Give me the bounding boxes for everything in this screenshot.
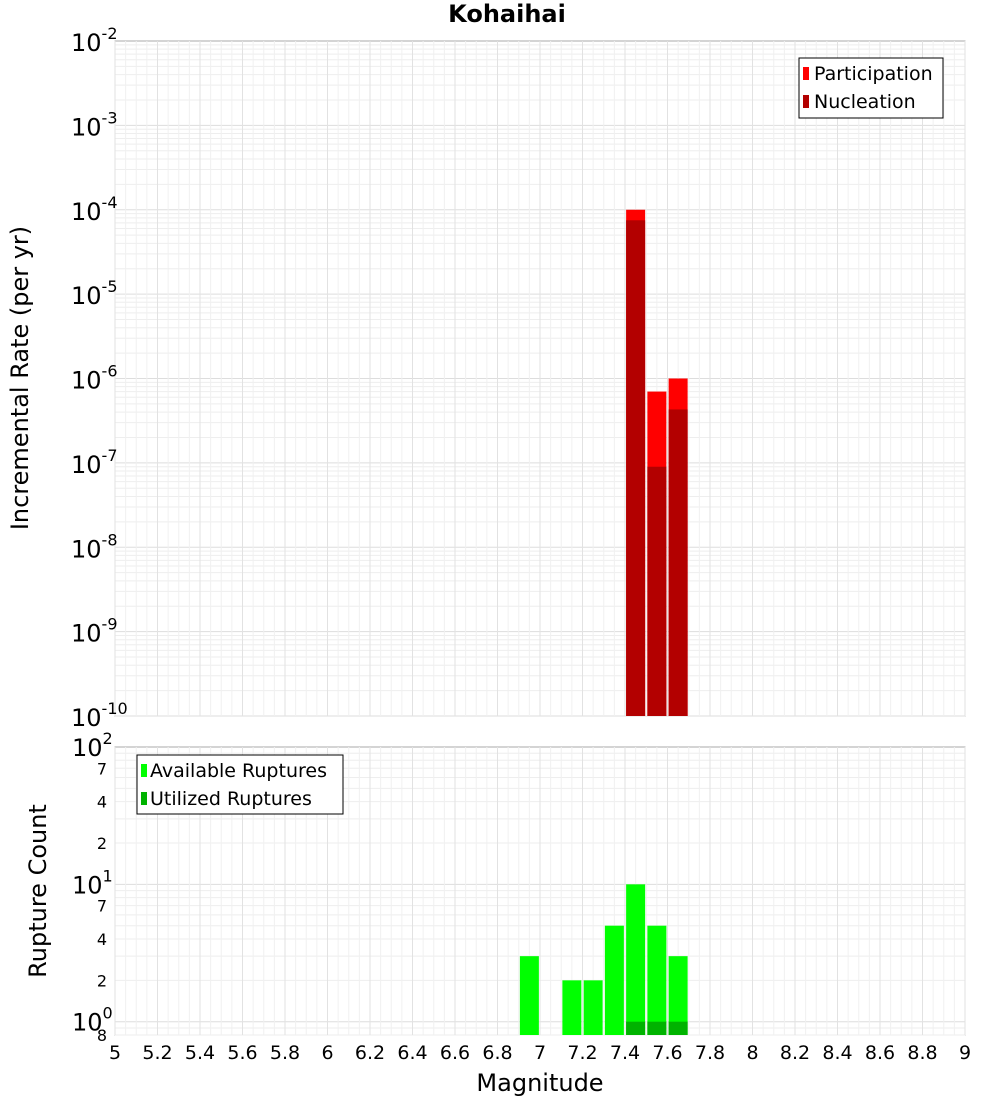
x-tick-label: 7.6 — [652, 1042, 682, 1064]
available-ruptures-bar — [668, 956, 688, 1035]
participation-legend-swatch — [803, 67, 809, 80]
x-tick-label: 8.6 — [865, 1042, 895, 1064]
rate-y-tick-label: 10-5 — [71, 277, 118, 310]
x-tick-label: 6.6 — [440, 1042, 470, 1064]
count-y-minor-tick-label: 4 — [97, 930, 107, 949]
x-tick-label: 7 — [534, 1042, 546, 1064]
rate-y-tick-label: 10-7 — [71, 446, 118, 479]
x-tick-label: 8.8 — [907, 1042, 937, 1064]
count-y-major-tick-label: 100 — [72, 1004, 113, 1037]
nucleation-legend-swatch — [803, 95, 809, 108]
nucleation-bar — [668, 409, 688, 716]
count-y-minor-tick-label: 8 — [97, 1026, 107, 1045]
nucleation-bar — [626, 220, 646, 717]
rate-y-ticks: 10-2 10-3 10-4 10-5 10-6 10-7 10-8 10-9 10-10 — [71, 24, 128, 732]
x-tick-label: 6.2 — [355, 1042, 385, 1064]
utilized-ruptures-bar — [647, 1021, 667, 1035]
rate-y-tick-label: 10-10 — [71, 699, 128, 732]
x-tick-label: 6.4 — [397, 1042, 427, 1064]
count-y-minor-tick-label: 7 — [97, 759, 107, 778]
rate-panel: 10-2 10-3 10-4 10-5 10-6 10-7 10-8 10-9 10-10 In… — [6, 24, 966, 732]
rate-grid — [114, 41, 966, 717]
available-legend-label: Available Ruptures — [150, 760, 327, 782]
count-y-minor-tick-label: 2 — [97, 971, 107, 990]
x-tick-label: 5.8 — [270, 1042, 300, 1064]
count-panel: 102 101 100 7 4 2 7 4 2 8 5 5.2 5.4 5.6 5.8 6 6.2 6.4 6.6… — [24, 729, 971, 1097]
count-y-ticks: 102 101 100 7 4 2 7 4 2 8 — [72, 729, 113, 1045]
count-legend: Available Ruptures Utilized Ruptures — [136, 754, 344, 815]
x-tick-label: 8.2 — [780, 1042, 810, 1064]
participation-legend-label: Participation — [814, 63, 933, 85]
x-axis-label: Magnitude — [476, 1069, 603, 1097]
count-legend-box — [136, 754, 344, 815]
rate-y-tick-label: 10-4 — [71, 193, 118, 226]
nucleation-legend-label: Nucleation — [814, 91, 916, 113]
available-ruptures-bar — [519, 956, 539, 1035]
available-legend-swatch — [141, 764, 147, 777]
rate-y-tick-label: 10-3 — [71, 108, 118, 141]
rate-y-tick-label: 10-8 — [71, 530, 118, 563]
chart-title: Kohaihai — [448, 0, 566, 28]
available-ruptures-bar — [583, 980, 603, 1035]
utilized-legend-swatch — [141, 792, 147, 805]
x-tick-label: 5 — [109, 1042, 121, 1064]
count-bars — [519, 884, 688, 1035]
x-tick-label: 6.8 — [482, 1042, 512, 1064]
x-tick-label: 9 — [959, 1042, 971, 1064]
count-y-axis-label: Rupture Count — [24, 804, 52, 978]
x-tick-label: 7.4 — [610, 1042, 640, 1064]
x-ticks: 5 5.2 5.4 5.6 5.8 6 6.2 6.4 6.6 6.8 7 7.2 7.4 7.6 7.8 8… — [109, 1042, 971, 1064]
available-ruptures-bar — [626, 884, 646, 1035]
x-tick-label: 5.2 — [142, 1042, 172, 1064]
rate-legend-box — [798, 57, 944, 119]
utilized-ruptures-bar — [668, 1021, 688, 1035]
nucleation-bar — [647, 466, 667, 716]
count-y-minor-tick-label: 2 — [97, 834, 107, 853]
rate-y-tick-label: 10-6 — [71, 362, 118, 395]
rate-bars — [626, 209, 688, 717]
rate-y-axis-label: Incremental Rate (per yr) — [6, 226, 34, 530]
utilized-ruptures-bar — [626, 1021, 646, 1035]
rate-y-tick-label: 10-9 — [71, 615, 118, 648]
rate-legend: Participation Nucleation — [798, 57, 944, 119]
count-y-major-tick-label: 102 — [72, 729, 113, 762]
available-ruptures-bar — [647, 925, 667, 1035]
x-tick-label: 5.6 — [227, 1042, 257, 1064]
x-tick-label: 7.2 — [567, 1042, 597, 1064]
x-tick-label: 8 — [746, 1042, 758, 1064]
x-tick-label: 5.4 — [185, 1042, 215, 1064]
x-tick-label: 8.4 — [822, 1042, 852, 1064]
available-ruptures-bar — [604, 925, 624, 1035]
x-tick-label: 6 — [321, 1042, 333, 1064]
count-y-major-tick-label: 101 — [72, 866, 113, 899]
available-ruptures-bar — [562, 980, 582, 1035]
utilized-legend-label: Utilized Ruptures — [150, 788, 312, 810]
count-y-minor-tick-label: 7 — [97, 897, 107, 916]
x-tick-label: 7.8 — [695, 1042, 725, 1064]
count-y-minor-tick-label: 4 — [97, 793, 107, 812]
rate-y-tick-label: 10-2 — [71, 24, 118, 57]
